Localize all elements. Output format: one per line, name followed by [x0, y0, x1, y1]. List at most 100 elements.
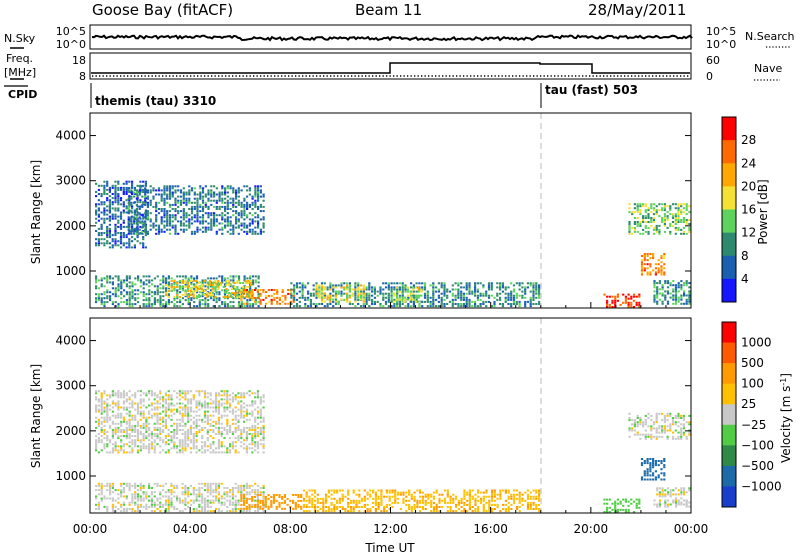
echo-cell: [209, 491, 212, 494]
echo-cell: [201, 189, 205, 192]
echo-cell: [167, 501, 170, 504]
echo-cell: [671, 221, 675, 223]
echo-cell: [232, 197, 235, 200]
echo-cell: [163, 203, 166, 206]
echo-cell: [663, 273, 666, 276]
echo-cell: [674, 232, 677, 235]
echo-cell: [391, 495, 394, 498]
echo-cell: [162, 287, 165, 290]
echo-cell: [131, 510, 134, 513]
echo-cell: [206, 495, 209, 498]
echo-cell: [224, 218, 227, 221]
echo-cell: [144, 213, 147, 216]
echo-cell: [246, 208, 249, 210]
echo-cell: [254, 499, 257, 502]
echo-cell: [647, 230, 650, 233]
echo-cell: [270, 294, 273, 297]
echo-cell: [308, 506, 311, 508]
echo-cell: [178, 402, 181, 405]
echo-cell: [148, 281, 151, 284]
echo-cell: [106, 236, 109, 239]
echo-cell: [131, 493, 134, 496]
echo-cell: [224, 193, 227, 196]
echo-cell: [163, 185, 166, 188]
echo-cell: [685, 221, 688, 223]
echo-cell: [217, 439, 220, 442]
echo-cell: [146, 203, 149, 206]
cpid-segment-1: themis (tau) 3310: [95, 94, 216, 108]
echo-cell: [207, 299, 210, 302]
echo-cell: [243, 226, 246, 229]
echo-cell: [122, 219, 125, 222]
echo-cell: [97, 207, 100, 210]
echo-cell: [246, 299, 249, 302]
echo-cell: [106, 451, 109, 454]
echo-cell: [507, 292, 510, 295]
echo-cell: [485, 305, 488, 308]
echo-cell: [111, 503, 114, 506]
echo-cell: [663, 205, 666, 208]
echo-cell: [664, 282, 667, 285]
echo-cell: [133, 186, 136, 189]
echo-cell: [209, 414, 212, 417]
echo-cell: [198, 449, 201, 452]
echo-cell: [257, 214, 260, 217]
echo-cell: [181, 482, 184, 485]
echo-cell: [155, 224, 158, 227]
echo-cell: [387, 296, 390, 299]
echo-cell: [451, 303, 454, 305]
echo-cell: [111, 435, 114, 438]
echo-cell: [177, 232, 180, 235]
echo-cell: [380, 510, 383, 513]
echo-cell: [128, 489, 131, 492]
echo-cell: [223, 445, 226, 448]
echo-cell: [210, 228, 213, 231]
echo-cell: [144, 187, 147, 190]
echo-cell: [188, 201, 191, 204]
echo-cell: [337, 290, 340, 293]
echo-cell: [135, 210, 138, 213]
echo-cell: [201, 195, 205, 198]
echo-cell: [244, 288, 247, 290]
echo-cell: [421, 495, 424, 498]
echo-cell: [387, 305, 390, 308]
echo-cell: [174, 201, 177, 204]
echo-cell: [452, 493, 455, 496]
echo-cell: [491, 510, 494, 513]
echo-cell: [156, 291, 159, 294]
echo-cell: [234, 396, 237, 399]
echo-cell: [340, 290, 343, 293]
echo-cell: [95, 230, 98, 232]
echo-cell: [477, 506, 480, 508]
echo-cell: [209, 402, 212, 405]
echo-cell: [127, 201, 130, 204]
echo-cell: [638, 295, 641, 298]
echo-cell: [206, 501, 209, 504]
echo-cell: [153, 445, 156, 448]
echo-cell: [257, 275, 260, 278]
echo-cell: [338, 499, 341, 502]
echo-cell: [215, 291, 218, 294]
echo-cell: [393, 288, 396, 291]
echo-cell: [650, 224, 653, 227]
echo-cell: [182, 201, 185, 204]
echo-cell: [257, 224, 260, 227]
echo-cell: [134, 414, 137, 417]
echo-cell: [418, 282, 421, 285]
echo-cell: [159, 429, 162, 431]
echo-cell: [264, 501, 267, 504]
echo-cell: [482, 497, 485, 500]
echo-cell: [109, 404, 112, 407]
echo-cell: [251, 305, 255, 308]
echo-cell: [295, 286, 299, 289]
echo-cell: [159, 437, 162, 440]
echo-cell: [127, 197, 130, 200]
echo-cell: [100, 392, 103, 395]
echo-cell: [240, 507, 243, 510]
echo-cell: [150, 443, 153, 446]
echo-cell: [128, 424, 131, 427]
echo-cell: [120, 505, 123, 508]
echo-cell: [448, 290, 452, 293]
echo-cell: [111, 447, 114, 450]
echo-cell: [145, 445, 148, 448]
